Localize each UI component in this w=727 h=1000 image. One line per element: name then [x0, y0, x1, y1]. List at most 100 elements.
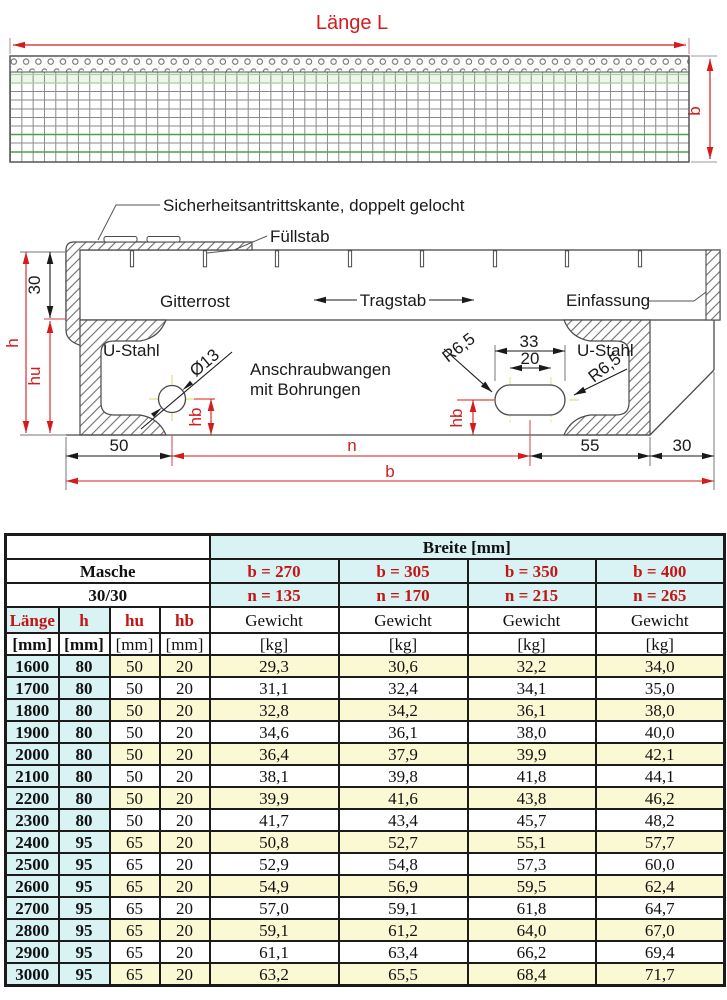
cell-weight: 43,4 [337, 808, 469, 832]
table-row: 2700 95 65 20 57,0 59,1 61,8 64,7 [4, 896, 726, 920]
cell-weight: 37,9 [337, 742, 469, 766]
cell-weight: 59,1 [337, 896, 469, 920]
col-header-hu: hu [108, 606, 161, 634]
cell-hb: 20 [158, 808, 211, 832]
cell-laenge: 2700 [4, 896, 60, 920]
cell-laenge: 1700 [4, 676, 60, 700]
gitterrost-bar [65, 249, 721, 321]
cell-weight: 54,8 [337, 852, 469, 876]
u-stahl-right-label: U-Stahl [577, 341, 634, 360]
cell-weight: 29,3 [208, 654, 340, 678]
cell-weight: 63,2 [208, 962, 340, 987]
cell-weight: 50,8 [208, 830, 340, 854]
cell-weight: 54,9 [208, 874, 340, 898]
cell-laenge: 1600 [4, 654, 60, 678]
cell-weight: 39,9 [466, 742, 597, 766]
cell-weight: 45,7 [466, 808, 597, 832]
cell-hb: 20 [158, 698, 211, 722]
cell-laenge: 2800 [4, 918, 60, 942]
u-stahl-left-label: U-Stahl [103, 341, 160, 360]
cell-weight: 65,5 [337, 962, 469, 987]
cell-weight: 36,1 [337, 720, 469, 744]
cell-weight: 67,0 [594, 918, 726, 942]
cell-weight: 40,0 [594, 720, 726, 744]
slot-hole [494, 384, 566, 416]
cell-weight: 38,0 [594, 698, 726, 722]
cell-h: 80 [57, 676, 111, 700]
cell-laenge: 2300 [4, 808, 60, 832]
cell-weight: 39,8 [337, 764, 469, 788]
unit-mm: [mm] [4, 632, 60, 656]
table-row: 2600 95 65 20 54,9 56,9 59,5 62,4 [4, 874, 726, 898]
cell-hu: 65 [108, 852, 161, 876]
u-channel-right [563, 319, 651, 436]
cell-hu: 65 [108, 940, 161, 964]
cell-weight: 43,8 [466, 786, 597, 810]
cell-h: 95 [57, 896, 111, 920]
table-row: 2300 80 50 20 41,7 43,4 45,7 48,2 [4, 808, 726, 832]
cell-weight: 34,1 [466, 676, 597, 700]
hole-dia-label: Ø13 [186, 345, 223, 380]
cell-h: 80 [57, 742, 111, 766]
cell-weight: 62,4 [594, 874, 726, 898]
cell-hb: 20 [158, 786, 211, 810]
weight-header: Gewicht [594, 606, 726, 634]
table-blank-corner [5, 534, 210, 559]
cell-weight: 31,1 [208, 676, 340, 700]
table-row: 1700 80 50 20 31,1 32,4 34,1 35,0 [4, 676, 726, 700]
breite-header: Breite [mm] [208, 533, 726, 560]
table-row: 1600 80 50 20 29,3 30,6 32,2 34,0 [4, 654, 726, 678]
dim-55-label: 55 [581, 436, 600, 455]
tragstab-label: Tragstab [360, 291, 426, 310]
n-col-header: n = 135 [208, 582, 340, 608]
masche-label: Masche [4, 558, 211, 584]
cell-weight: 61,2 [337, 918, 469, 942]
table-row: 2100 80 50 20 38,1 39,8 41,8 44,1 [4, 764, 726, 788]
bolt-hole [157, 384, 187, 414]
cell-hb: 20 [158, 918, 211, 942]
col-header-laenge: Länge [4, 606, 60, 634]
unit-mm: [mm] [108, 632, 161, 656]
table-row: 2900 95 65 20 61,1 63,4 66,2 69,4 [4, 940, 726, 964]
cell-laenge: 2900 [4, 940, 60, 964]
cell-h: 95 [57, 940, 111, 964]
cell-h: 95 [57, 830, 111, 854]
unit-kg: [kg] [466, 632, 597, 656]
n-col-header: n = 265 [594, 582, 726, 608]
cell-hu: 65 [108, 830, 161, 854]
cell-hb: 20 [158, 742, 211, 766]
slot-outer-dim: 33 [520, 332, 539, 351]
cell-weight: 52,9 [208, 852, 340, 876]
cell-weight: 46,2 [594, 786, 726, 810]
cell-hb: 20 [158, 962, 211, 987]
unit-mm: [mm] [158, 632, 211, 656]
anschraubwangen-label: Anschraubwangen [250, 360, 391, 379]
cell-weight: 30,6 [337, 654, 469, 678]
weight-header: Gewicht [337, 606, 469, 634]
dim-n-label: n [347, 436, 356, 455]
cell-hb: 20 [158, 720, 211, 744]
table-row: 2400 95 65 20 50,8 52,7 55,1 57,7 [4, 830, 726, 854]
einfassung-edge [705, 249, 721, 321]
cell-weight: 48,2 [594, 808, 726, 832]
cell-h: 95 [57, 852, 111, 876]
safety-edge-strip [9, 55, 690, 73]
cell-weight: 32,2 [466, 654, 597, 678]
cell-weight: 57,3 [466, 852, 597, 876]
cell-weight: 38,1 [208, 764, 340, 788]
cell-weight: 57,7 [594, 830, 726, 854]
table-row: 2800 95 65 20 59,1 61,2 64,0 67,0 [4, 918, 726, 942]
cell-weight: 57,0 [208, 896, 340, 920]
table-row: 2500 95 65 20 52,9 54,8 57,3 60,0 [4, 852, 726, 876]
cell-weight: 36,4 [208, 742, 340, 766]
cell-weight: 35,0 [594, 676, 726, 700]
cell-hu: 50 [108, 764, 161, 788]
einfassung-label: Einfassung [566, 291, 650, 310]
cell-weight: 42,1 [594, 742, 726, 766]
hb-right-label: hb [447, 409, 466, 428]
n-col-header: n = 215 [466, 582, 597, 608]
cell-weight: 66,2 [466, 940, 597, 964]
unit-kg: [kg] [208, 632, 340, 656]
perforation-bump [103, 236, 138, 243]
cell-h: 80 [57, 720, 111, 744]
